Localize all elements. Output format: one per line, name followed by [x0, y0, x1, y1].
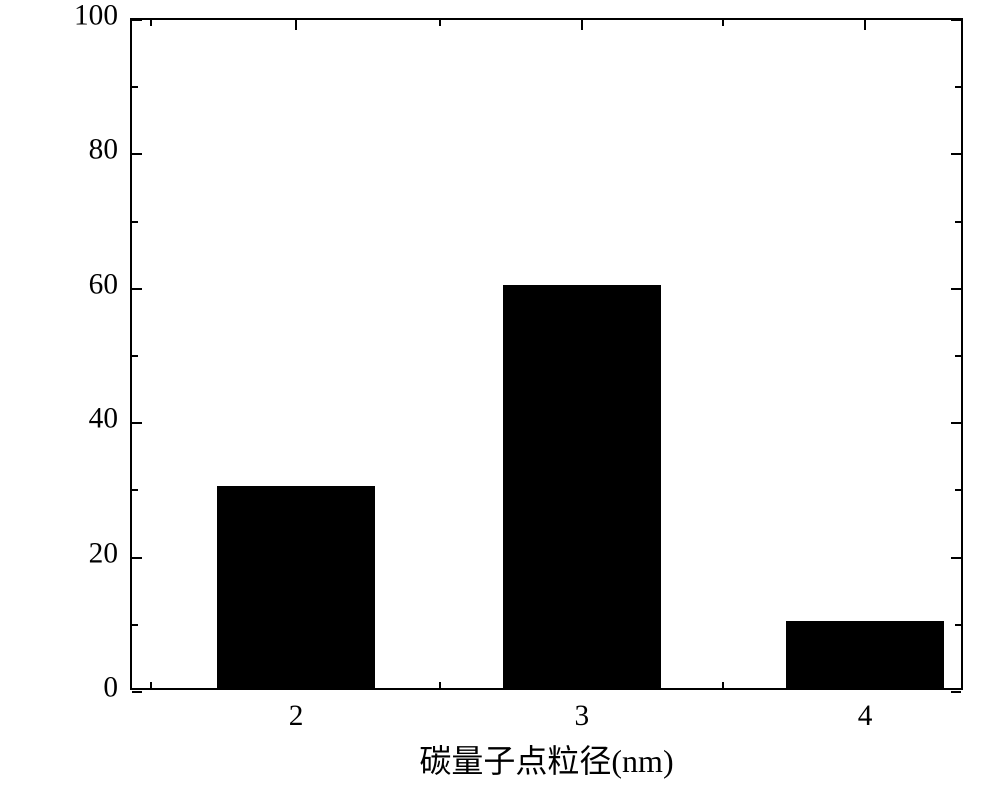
axis-tick: [132, 355, 138, 357]
axis-tick: [132, 691, 142, 693]
y-tick-label: 60: [89, 268, 132, 301]
x-tick-label: 4: [858, 688, 873, 733]
axis-tick: [955, 624, 961, 626]
bar: [786, 621, 944, 688]
axis-tick: [132, 19, 142, 21]
plot-area: 碳量子点含量% 碳量子点粒径(nm) 020406080100234: [130, 18, 963, 690]
x-axis-title: 碳量子点粒径(nm): [419, 736, 673, 782]
axis-tick: [150, 20, 152, 26]
y-tick-label: 20: [89, 537, 132, 570]
bar: [503, 285, 661, 688]
y-tick-label: 40: [89, 403, 132, 436]
axis-tick: [951, 557, 961, 559]
axis-tick: [722, 20, 724, 26]
axis-tick: [955, 489, 961, 491]
axis-tick: [132, 288, 142, 290]
axis-tick: [150, 682, 152, 688]
axis-tick: [951, 422, 961, 424]
bar: [217, 486, 375, 688]
x-tick-label: 2: [289, 688, 304, 733]
axis-tick: [439, 682, 441, 688]
axis-tick: [132, 624, 138, 626]
y-tick-label: 100: [74, 0, 132, 33]
bar-chart: 碳量子点含量% 碳量子点粒径(nm) 020406080100234: [0, 0, 1000, 789]
axis-tick: [864, 20, 866, 30]
axis-tick: [951, 19, 961, 21]
axis-tick: [132, 86, 138, 88]
axis-tick: [132, 557, 142, 559]
x-tick-label: 3: [574, 688, 589, 733]
y-tick-label: 0: [103, 672, 132, 705]
axis-tick: [955, 86, 961, 88]
axis-tick: [132, 489, 138, 491]
axis-tick: [581, 20, 583, 30]
y-tick-label: 80: [89, 134, 132, 167]
axis-tick: [951, 288, 961, 290]
axis-tick: [132, 221, 138, 223]
axis-tick: [951, 153, 961, 155]
axis-tick: [132, 153, 142, 155]
axis-tick: [955, 221, 961, 223]
axis-tick: [951, 691, 961, 693]
axis-tick: [132, 422, 142, 424]
axis-tick: [722, 682, 724, 688]
axis-tick: [295, 20, 297, 30]
axis-tick: [439, 20, 441, 26]
axis-tick: [955, 355, 961, 357]
